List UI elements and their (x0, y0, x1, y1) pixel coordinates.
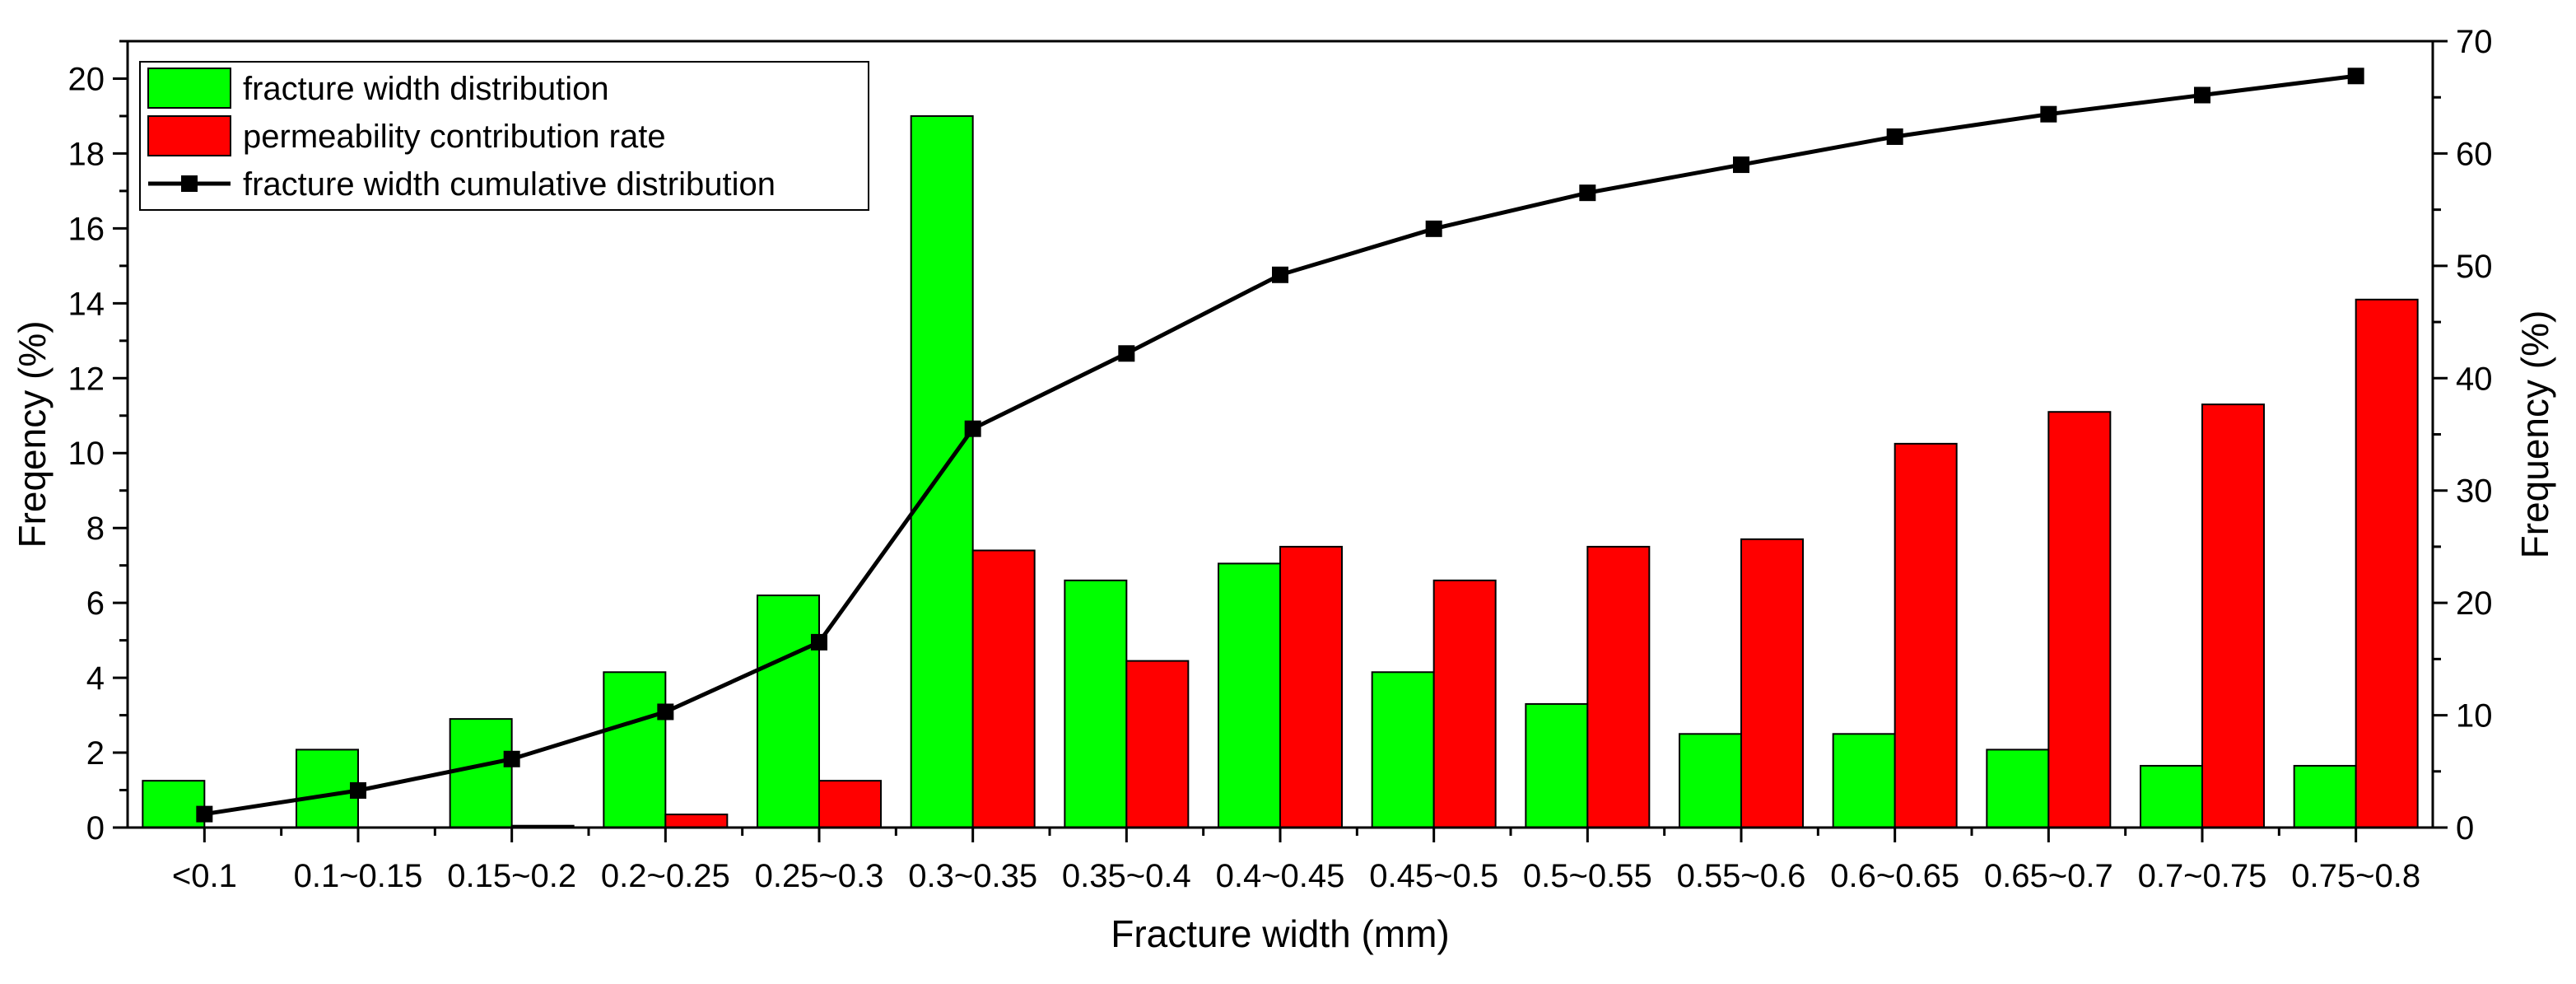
y2-tick-label: 50 (2456, 249, 2493, 285)
y-tick-label: 14 (68, 286, 105, 322)
bar-width-distribution-12 (1986, 748, 2050, 829)
line-marker-2 (503, 750, 520, 767)
y2-tick-label: 40 (2456, 361, 2493, 397)
y-tick-label: 10 (68, 436, 105, 472)
bar-width-distribution-4 (757, 595, 820, 828)
line-marker-10 (1733, 156, 1749, 174)
line-marker-12 (2040, 105, 2057, 123)
bar-permeability-3 (664, 814, 729, 828)
x-tick-label: 0.4~0.45 (1216, 858, 1345, 894)
line-marker-0 (196, 805, 213, 823)
x-tick-label: 0.5~0.55 (1523, 858, 1652, 894)
bar-permeability-9 (1586, 545, 1651, 829)
x-tick-label: 0.15~0.2 (447, 858, 576, 894)
line-marker-7 (1272, 266, 1288, 283)
y2-tick-label: 10 (2456, 698, 2493, 735)
bar-width-distribution-7 (1218, 562, 1281, 829)
y-tick-label: 16 (68, 211, 105, 247)
bar-width-distribution-0 (142, 780, 206, 829)
bar-permeability-4 (818, 780, 882, 829)
legend-marker-swatch (181, 175, 198, 192)
y-tick-label: 18 (68, 136, 105, 172)
legend-label-0: fracture width distribution (243, 71, 609, 107)
bar-width-distribution-9 (1525, 702, 1589, 829)
line-marker-14 (2347, 68, 2364, 85)
y2-tick-label: 60 (2456, 136, 2493, 172)
bar-width-distribution-10 (1679, 733, 1742, 828)
x-tick-label: 0.35~0.4 (1062, 858, 1191, 894)
bar-permeability-12 (2047, 411, 2112, 828)
legend-label-1: permeability contribution rate (243, 119, 666, 155)
line-marker-4 (811, 633, 827, 651)
x-tick-label: 0.65~0.7 (1984, 858, 2113, 894)
x-tick-label: 0.7~0.75 (2138, 858, 2267, 894)
y-tick-label: 12 (68, 361, 105, 397)
x-tick-label: 0.2~0.25 (601, 858, 730, 894)
legend-swatch-1 (147, 115, 231, 156)
x-tick-label: 0.75~0.8 (2291, 858, 2420, 894)
y2-tick-label: 20 (2456, 585, 2493, 622)
y-tick-label: 20 (68, 61, 105, 97)
legend: fracture width distribution permeability … (139, 61, 869, 211)
axes-layer: 0 2 4 6 8 10 12 14 16 18 20 0 10 20 30 40 50 60 70 <0.1 0.1~… (68, 24, 2493, 894)
bar-width-distribution-6 (1064, 579, 1128, 828)
bar-permeability-11 (1894, 442, 1958, 828)
bar-permeability-14 (2355, 298, 2419, 828)
bar-permeability-10 (1740, 538, 1804, 828)
y2-axis-label: Frequency (%) (2513, 310, 2556, 559)
line-marker-3 (657, 703, 674, 721)
x-tick-label: 0.1~0.15 (294, 858, 423, 894)
bar-permeability-6 (1125, 660, 1190, 829)
y-tick-label: 4 (86, 660, 105, 697)
y-tick-label: 6 (86, 585, 105, 622)
y-axis-label: Freqency (%) (11, 320, 54, 548)
bars-layer (142, 114, 2419, 829)
x-axis-label: Fracture width (mm) (1111, 912, 1449, 955)
bar-permeability-13 (2201, 403, 2265, 829)
line-layer (196, 68, 2364, 823)
bar-width-distribution-8 (1371, 671, 1435, 828)
line-marker-9 (1579, 184, 1596, 202)
line-marker-8 (1425, 220, 1442, 237)
bar-width-distribution-13 (2140, 764, 2203, 829)
line-marker-13 (2194, 86, 2210, 104)
x-tick-label: <0.1 (172, 858, 237, 894)
line-marker-1 (350, 781, 366, 799)
y-tick-label: 8 (86, 511, 105, 547)
y-tick-label: 2 (86, 735, 105, 772)
legend-box (139, 61, 869, 211)
legend-swatch-0 (147, 68, 231, 109)
bar-width-distribution-3 (603, 671, 667, 828)
line-marker-5 (964, 420, 981, 437)
y2-tick-label: 0 (2456, 810, 2474, 846)
x-tick-label: 0.55~0.6 (1677, 858, 1806, 894)
bar-permeability-5 (971, 549, 1036, 828)
x-tick-label: 0.25~0.3 (755, 858, 884, 894)
y-tick-label: 0 (86, 810, 105, 846)
legend-label-2: fracture width cumulative distribution (243, 166, 776, 203)
bar-width-distribution-2 (449, 718, 513, 828)
bar-width-distribution-14 (2293, 764, 2357, 829)
line-marker-6 (1118, 345, 1135, 362)
bar-width-distribution-11 (1832, 733, 1896, 828)
bar-permeability-8 (1432, 579, 1497, 828)
x-tick-label: 0.45~0.5 (1369, 858, 1498, 894)
y2-tick-label: 70 (2456, 24, 2493, 60)
bar-width-distribution-1 (296, 748, 359, 829)
bar-permeability-7 (1279, 545, 1343, 829)
line-marker-11 (1886, 128, 1903, 145)
x-tick-label: 0.6~0.65 (1830, 858, 1959, 894)
x-tick-label: 0.3~0.35 (908, 858, 1037, 894)
y2-tick-label: 30 (2456, 473, 2493, 510)
